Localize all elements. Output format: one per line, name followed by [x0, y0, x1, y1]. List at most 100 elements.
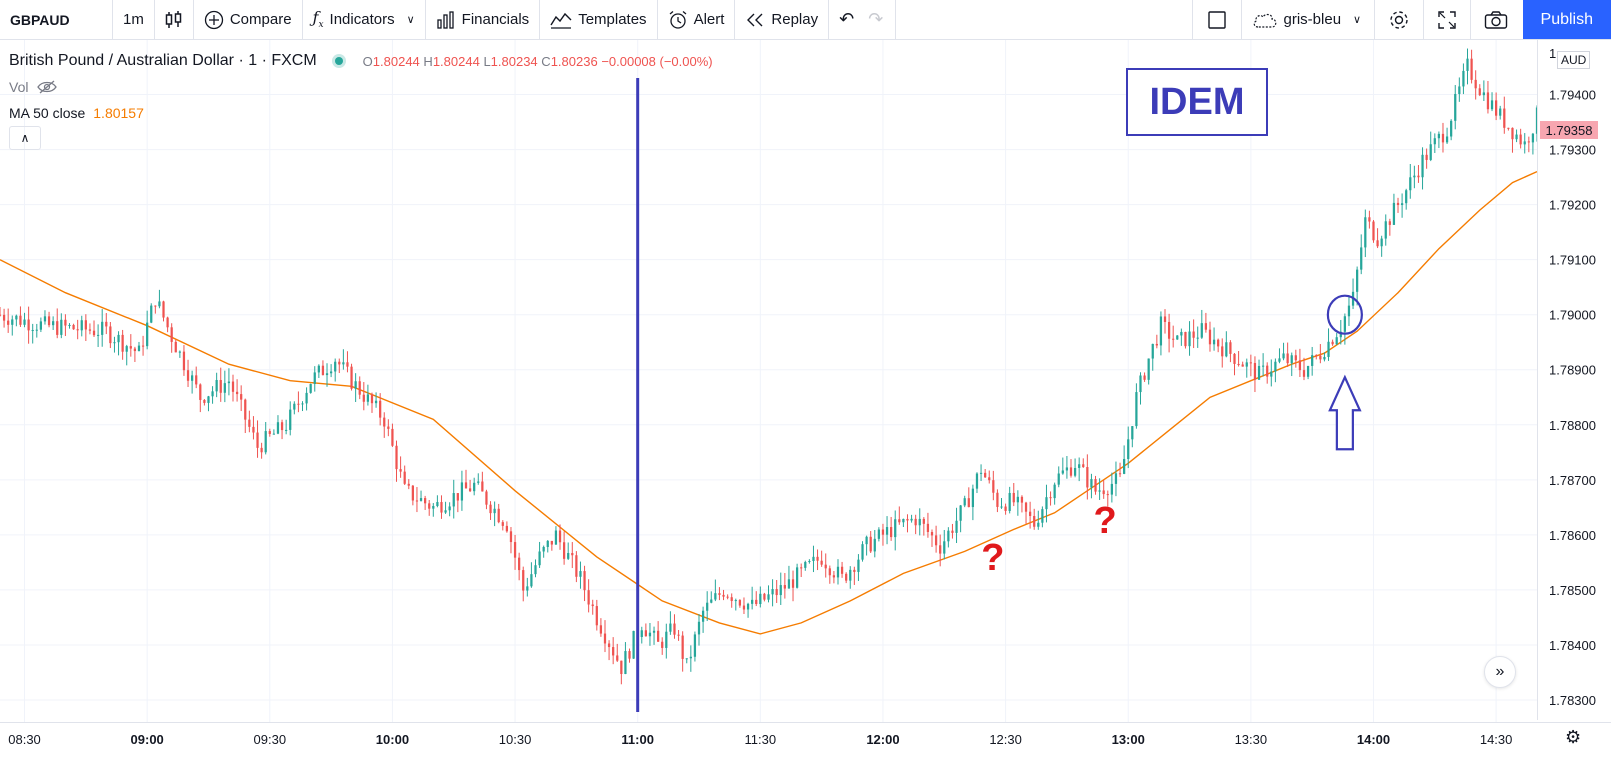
candle-body: [554, 530, 558, 545]
question-mark-1: ?: [981, 536, 1005, 579]
candle-body: [186, 370, 190, 381]
snapshot-button[interactable]: [1471, 0, 1521, 39]
candle-body: [1180, 331, 1183, 336]
alert-button[interactable]: Alert: [658, 0, 736, 39]
volume-label[interactable]: Vol: [9, 79, 29, 95]
candle-body: [452, 493, 455, 507]
candle-body: [1090, 479, 1093, 488]
candle-body: [334, 361, 337, 372]
price-tick-label: 1.78700: [1549, 473, 1596, 488]
compare-button[interactable]: Compare: [194, 0, 303, 39]
candle-body: [820, 560, 823, 565]
candle-body: [1078, 464, 1081, 468]
candle-body: [84, 320, 87, 330]
candle-body: [992, 480, 995, 493]
ma50-line: [0, 170, 1538, 635]
candle-body: [1249, 362, 1252, 364]
candle-body: [902, 518, 905, 523]
function-icon: ƒx: [312, 8, 324, 31]
candle-body: [783, 585, 786, 589]
fullscreen-button[interactable]: [1424, 0, 1471, 39]
square-icon: [1207, 10, 1226, 29]
candle-body: [685, 658, 688, 660]
candle-body: [959, 505, 962, 521]
candle-body: [1368, 217, 1371, 222]
candle-body: [35, 329, 38, 331]
legend-collapse-button[interactable]: ∧: [9, 126, 41, 150]
candle-body: [1274, 361, 1277, 372]
drawing-annotations: [636, 78, 1363, 712]
time-axis[interactable]: 08:30 09:00 09:30 10:00 10:30 11:00 11:30 12:00…: [0, 722, 1611, 758]
candle-body: [530, 574, 533, 587]
alarm-clock-icon: [669, 10, 686, 29]
axis-settings-icon[interactable]: ⚙: [1565, 727, 1582, 747]
candle-body: [808, 561, 811, 563]
candles-icon: [165, 10, 182, 28]
price-chart[interactable]: 1.79400 1.79300 1.79200 1.79100 1.79000 1.789…: [0, 40, 1611, 758]
candle-body: [1331, 341, 1334, 345]
candle-body: [1184, 331, 1187, 347]
candle-body: [652, 630, 656, 633]
eye-hidden-icon[interactable]: [36, 79, 58, 95]
candle-body: [1037, 522, 1040, 527]
candle-body: [309, 384, 312, 393]
candle-body: [64, 319, 67, 326]
ma-legend-label[interactable]: MA 50 close 1.80157: [9, 105, 144, 121]
candle-body: [456, 493, 459, 501]
candle-body: [223, 383, 226, 393]
candle-body: [1008, 492, 1011, 511]
candle-body: [1376, 240, 1379, 247]
symbol-title[interactable]: British Pound / Australian Dollar · 1 · …: [9, 52, 317, 69]
candle-body: [419, 498, 423, 501]
fullscreen-toggle[interactable]: [1193, 0, 1242, 39]
candle-body: [1204, 323, 1208, 330]
candle-body: [1306, 365, 1310, 377]
candle-body: [689, 656, 692, 659]
indicators-button[interactable]: ƒx Indicators ∨: [303, 0, 426, 39]
candle-body: [464, 482, 468, 489]
financials-button[interactable]: Financials: [426, 0, 541, 39]
price-axis[interactable]: 1.79400 1.79300 1.79200 1.79100 1.79000 1.789…: [1537, 40, 1611, 720]
chevron-down-icon: ∨: [406, 14, 415, 26]
candle-body: [1282, 353, 1285, 359]
templates-button[interactable]: Templates: [540, 0, 658, 39]
candle-body: [1515, 134, 1518, 140]
candle-body: [415, 500, 419, 502]
time-tick-label: 12:30: [989, 732, 1022, 747]
candle-body: [640, 630, 643, 637]
candle-body: [1356, 269, 1359, 292]
candle-body: [926, 523, 930, 533]
candle-body: [1400, 203, 1404, 206]
candle-body: [256, 432, 259, 448]
candle-body: [39, 321, 43, 330]
scroll-to-realtime-button[interactable]: »: [1484, 656, 1516, 688]
publish-button[interactable]: Publish: [1522, 0, 1611, 39]
candle-body: [1286, 353, 1289, 364]
candle-body: [509, 531, 513, 543]
settings-button[interactable]: [1375, 0, 1424, 39]
candle-body: [1131, 426, 1134, 440]
currency-label[interactable]: AUD: [1557, 51, 1591, 69]
candle-body: [714, 593, 717, 600]
candle-body: [1384, 221, 1387, 239]
undo-icon[interactable]: ↶: [839, 9, 855, 29]
replay-button[interactable]: Replay: [735, 0, 830, 39]
layout-dropdown[interactable]: gris-bleu ∨: [1242, 0, 1375, 39]
candle-body: [1380, 238, 1383, 247]
time-tick-label: 11:00: [621, 732, 654, 747]
redo-icon[interactable]: ↷: [868, 9, 884, 29]
candle-body: [558, 530, 562, 543]
symbol-search-button[interactable]: GBPAUD: [0, 0, 113, 39]
gear-icon: [1389, 10, 1408, 29]
interval-button[interactable]: 1m: [113, 0, 155, 39]
candle-body: [1486, 92, 1490, 110]
candle-body: [1151, 343, 1154, 359]
candle-body: [23, 319, 26, 325]
candle-body: [657, 630, 660, 642]
financials-label: Financials: [461, 11, 530, 28]
candle-body: [661, 641, 664, 648]
candle-body: [885, 527, 889, 535]
chart-type-button[interactable]: [155, 0, 194, 39]
candle-body: [1257, 365, 1261, 380]
candle-body: [199, 384, 202, 400]
